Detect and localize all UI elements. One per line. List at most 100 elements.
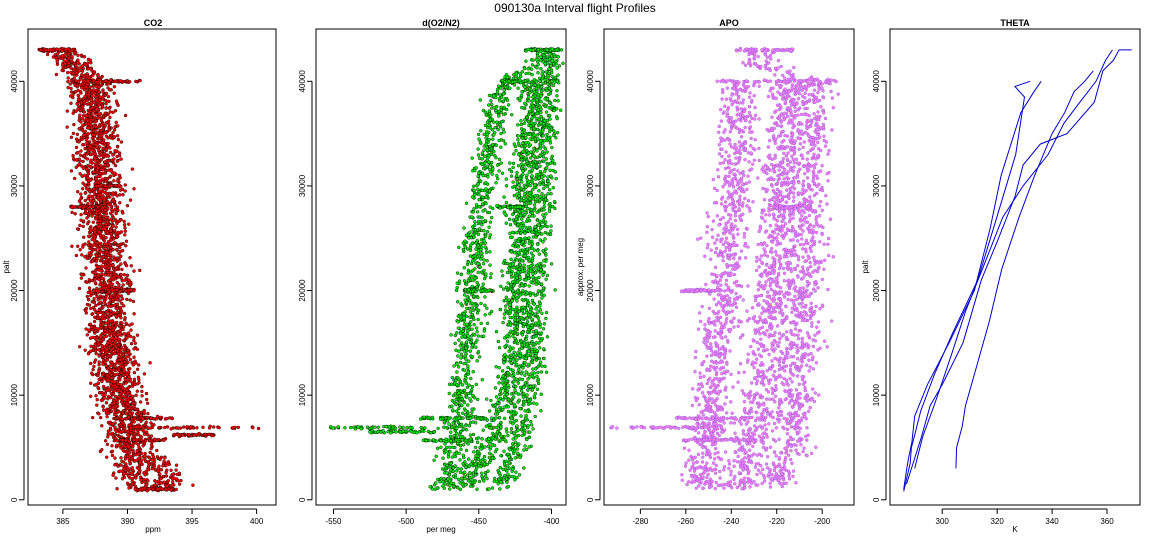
data-point [74,109,78,113]
data-point [92,155,97,160]
data-point [60,68,64,73]
data-point [96,166,100,170]
panel-title: CO2 [144,18,163,28]
data-point [489,309,494,314]
data-point [487,137,491,142]
data-point [121,325,126,329]
data-point [114,231,118,236]
data-point [103,111,107,116]
data-point [89,344,93,348]
data-point [465,473,470,477]
data-point [119,230,124,234]
data-point [128,412,133,416]
y-tick-label: 10000 [10,383,19,406]
data-point [75,102,79,106]
data-point [113,349,118,353]
level-leg-point [58,47,62,51]
level-leg-point [165,425,170,429]
level-leg-point [181,425,186,429]
data-point [134,393,138,397]
data-point [505,430,509,434]
data-point [461,411,465,415]
data-point [85,333,90,337]
data-point [91,118,96,122]
data-point [115,487,119,491]
data-point [448,434,453,439]
data-point [472,450,476,454]
data-point [104,147,108,152]
data-point [117,434,122,439]
x-tick-label: 400 [250,517,264,526]
data-point [479,242,483,246]
data-point [74,145,79,150]
data-point [506,409,511,414]
data-point [117,258,121,262]
data-point [97,391,102,395]
data-point [129,328,133,332]
data-point [86,67,90,71]
data-point [119,140,124,144]
data-point [464,282,469,287]
data-point [107,99,111,104]
data-point [83,198,87,203]
data-point [122,332,126,336]
data-point [466,403,470,407]
data-point [86,171,91,176]
data-point [91,243,96,247]
data-point [481,173,485,178]
level-leg-point [117,183,121,187]
data-point [504,427,508,431]
data-point [124,398,128,403]
data-point [130,167,135,171]
data-point [492,149,496,154]
data-point [106,273,110,277]
data-point [124,355,128,359]
data-point [532,146,536,151]
data-point [462,226,466,230]
level-leg-point [102,184,107,188]
data-point [142,477,146,482]
data-point [484,180,488,185]
data-point [101,362,105,366]
data-point [89,250,94,254]
data-point [126,430,130,434]
data-point [103,439,108,443]
data-point [108,319,113,323]
level-leg-point [157,425,162,430]
data-point [522,243,526,248]
data-point [121,353,125,357]
level-leg-point [231,426,235,430]
data-point [174,463,179,467]
data-point [477,227,482,231]
data-point [104,258,109,262]
data-point [143,473,147,477]
data-point [506,103,511,107]
data-point [92,133,97,137]
level-leg-point [120,417,125,421]
data-point [96,381,101,385]
data-point [148,450,152,455]
data-point [95,398,99,402]
data-point [114,476,118,480]
data-point [113,163,118,168]
data-point [507,332,511,336]
data-point [476,243,480,248]
data-point [104,91,109,96]
data-point [488,169,493,174]
data-point [476,350,481,354]
data-point [104,250,109,254]
data-point [501,287,506,291]
data-point [462,368,467,372]
data-point [120,209,124,214]
data-point [93,346,98,350]
data-point [85,216,89,220]
level-leg-point [192,433,197,437]
data-point [104,154,109,158]
data-point [521,289,525,293]
data-point [526,67,530,71]
data-point [80,253,84,257]
level-leg-point [105,287,110,292]
data-point [508,86,512,90]
data-point [94,326,98,331]
data-point [495,173,499,178]
